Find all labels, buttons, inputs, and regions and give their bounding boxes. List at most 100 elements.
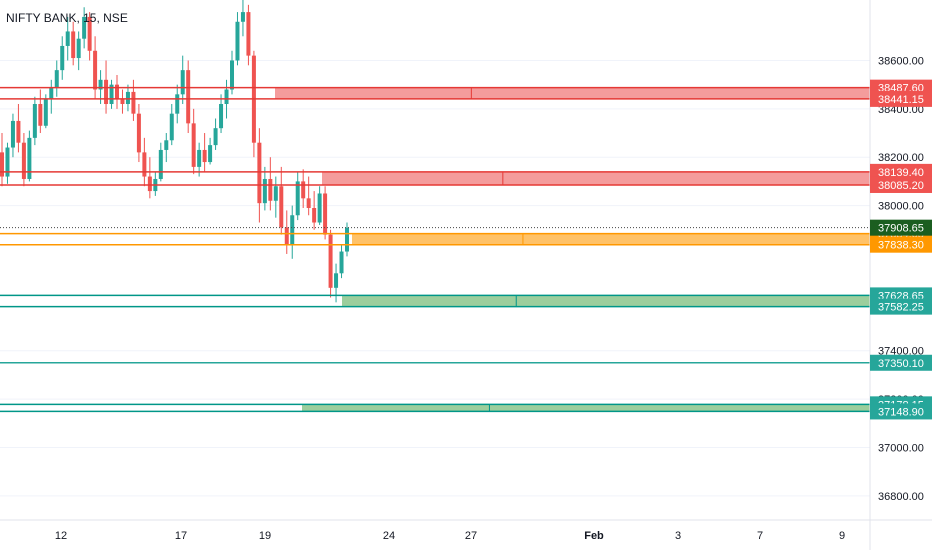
current-price-badge: 37908.65	[870, 219, 932, 236]
candle	[197, 142, 202, 177]
grid-layer	[0, 59, 870, 497]
candle-body	[301, 181, 306, 199]
price-badge: 37838.30	[870, 236, 932, 253]
candle-body	[169, 113, 174, 141]
candle-layer	[0, 0, 349, 303]
candle-body	[345, 227, 349, 252]
time-tick-label: Feb	[584, 530, 604, 542]
candle	[153, 171, 158, 196]
price-badge-label: 38441.15	[878, 94, 924, 106]
candle-body	[60, 45, 65, 71]
candle	[208, 137, 213, 165]
candle-body	[158, 149, 163, 179]
time-tick-label: 7	[757, 530, 763, 542]
time-tick-label: 27	[465, 530, 477, 542]
price-badge-label: 37148.90	[878, 406, 924, 418]
price-tick-label: 36800.00	[878, 491, 924, 503]
zone-supply	[0, 86, 870, 100]
candle	[284, 210, 289, 254]
candle-body	[131, 91, 136, 114]
candle	[71, 21, 76, 66]
zone-box	[302, 404, 870, 412]
candle-body	[235, 21, 240, 61]
zone-layer	[0, 86, 870, 413]
candle-body	[290, 215, 295, 245]
candle-body	[306, 198, 311, 208]
candle-body	[317, 193, 322, 223]
candle	[213, 118, 218, 150]
price-badge-bg	[870, 298, 932, 315]
candle-body	[93, 50, 98, 90]
price-badge: 38139.40	[870, 163, 932, 180]
candle-body	[164, 140, 169, 150]
candle-body	[197, 149, 202, 167]
price-badge-label: 38085.20	[878, 180, 924, 192]
candle	[49, 79, 54, 114]
candle-body	[136, 113, 141, 153]
price-badge-bg	[870, 236, 932, 253]
candle-body	[180, 70, 185, 95]
candle	[32, 96, 37, 146]
candle-body	[16, 120, 21, 143]
candle-body	[49, 87, 54, 100]
candle-body	[71, 31, 76, 59]
candle	[323, 186, 328, 240]
price-badge-label: 38139.40	[878, 167, 924, 179]
candle	[295, 171, 300, 221]
candle	[120, 89, 125, 114]
candle	[290, 205, 295, 259]
candle	[38, 89, 43, 134]
candle-body	[279, 186, 284, 228]
candle	[131, 79, 136, 121]
candle-body	[125, 91, 130, 104]
candle	[10, 113, 15, 158]
candle	[115, 74, 119, 109]
candle-body	[142, 152, 147, 177]
price-badge-label: 37350.10	[878, 358, 924, 370]
candle-body	[202, 149, 207, 163]
candle-body	[115, 84, 119, 100]
candle-body	[21, 142, 26, 179]
candle	[328, 229, 333, 298]
price-tick-label: 38000.00	[878, 201, 924, 213]
candle	[142, 137, 147, 187]
time-tick-label: 12	[55, 530, 67, 542]
candle	[27, 130, 32, 182]
price-badge: 37582.25	[870, 298, 932, 315]
candle	[5, 142, 10, 184]
price-badge: 38441.15	[870, 90, 932, 107]
candle-body	[10, 120, 15, 148]
candle	[43, 94, 48, 129]
candle	[191, 108, 196, 175]
candle	[240, 0, 245, 37]
candle-body	[240, 12, 245, 22]
candle-body	[191, 123, 196, 167]
candle-body	[213, 128, 218, 146]
zone-demand	[0, 403, 870, 413]
price-badge: 37350.10	[870, 354, 932, 371]
candle-body	[147, 176, 152, 192]
zone-box	[275, 87, 870, 99]
candle	[186, 60, 191, 134]
time-tick-label: 19	[259, 530, 271, 542]
zone-box	[322, 171, 870, 185]
zone-demand	[0, 294, 870, 308]
candle	[345, 222, 349, 257]
price-badge-label: 37582.25	[878, 302, 924, 314]
time-axis[interactable]: 12 17 19 24 27 Feb 3 7 9	[0, 519, 932, 542]
price-badge-bg	[870, 163, 932, 180]
candle	[21, 133, 26, 187]
candle-body	[76, 38, 81, 59]
time-tick-label: 9	[839, 530, 845, 542]
candle-body	[312, 208, 317, 223]
price-tick-label: 38600.00	[878, 55, 924, 67]
time-tick-label: 17	[175, 530, 187, 542]
candle	[257, 128, 262, 223]
price-badge-label: 37838.30	[878, 240, 924, 252]
zone-supply	[0, 171, 870, 186]
candle-body	[273, 186, 278, 201]
candle-body	[230, 60, 234, 90]
time-tick-label: 24	[383, 530, 395, 542]
